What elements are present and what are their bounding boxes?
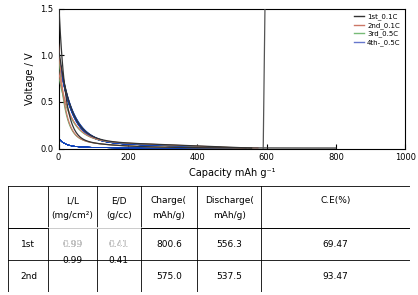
- Text: C.E(%): C.E(%): [320, 196, 351, 205]
- Text: 69.47: 69.47: [323, 240, 348, 249]
- Text: E/D: E/D: [111, 196, 127, 205]
- Text: 0.99: 0.99: [63, 240, 83, 249]
- Text: 0.41: 0.41: [109, 256, 129, 265]
- Text: mAh/g): mAh/g): [153, 211, 185, 220]
- Legend: 1st_0.1C, 2nd_0.1C, 3rd_0.5C, 4th-_0.5C: 1st_0.1C, 2nd_0.1C, 3rd_0.5C, 4th-_0.5C: [352, 12, 402, 47]
- Text: 556.3: 556.3: [216, 240, 242, 249]
- Text: 0.41: 0.41: [109, 240, 129, 249]
- Text: Discharge(: Discharge(: [205, 196, 253, 205]
- Text: 1st: 1st: [21, 240, 36, 249]
- Y-axis label: Voltage / V: Voltage / V: [25, 53, 35, 105]
- Text: 2nd: 2nd: [20, 272, 37, 281]
- Text: 0.99: 0.99: [63, 240, 83, 249]
- Text: mAh/g): mAh/g): [213, 211, 245, 220]
- Text: L/L: L/L: [66, 196, 79, 205]
- Text: 93.47: 93.47: [323, 272, 348, 281]
- Text: 537.5: 537.5: [216, 272, 242, 281]
- Text: 0.41: 0.41: [109, 240, 129, 249]
- Text: (g/cc): (g/cc): [106, 211, 132, 220]
- Text: Charge(: Charge(: [151, 196, 187, 205]
- X-axis label: Capacity mAh g⁻¹: Capacity mAh g⁻¹: [189, 168, 275, 178]
- Text: 575.0: 575.0: [156, 272, 182, 281]
- Text: 800.6: 800.6: [156, 240, 182, 249]
- Text: 0.99: 0.99: [63, 256, 83, 265]
- Text: (mg/cm²): (mg/cm²): [52, 211, 94, 220]
